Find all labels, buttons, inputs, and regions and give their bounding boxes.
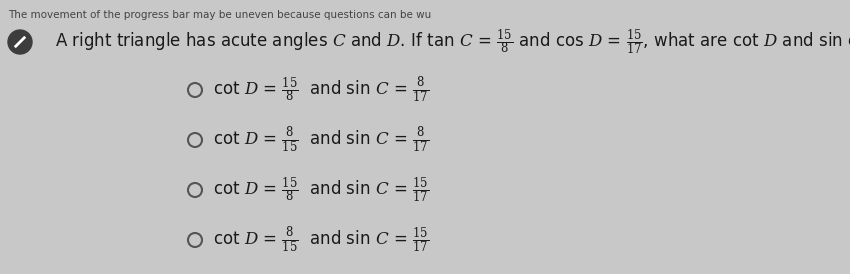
Text: The movement of the progress bar may be uneven because questions can be wu: The movement of the progress bar may be … (8, 10, 431, 20)
Text: cot $D$ = $\frac{8}{15}$  and sin $C$ = $\frac{8}{17}$: cot $D$ = $\frac{8}{15}$ and sin $C$ = $… (213, 125, 429, 155)
Circle shape (8, 30, 32, 54)
Text: A right triangle has acute angles $C$ and $D$. If tan $C$ = $\frac{15}{8}$ and c: A right triangle has acute angles $C$ an… (55, 27, 850, 57)
Text: cot $D$ = $\frac{8}{15}$  and sin $C$ = $\frac{15}{17}$: cot $D$ = $\frac{8}{15}$ and sin $C$ = $… (213, 226, 429, 255)
Text: cot $D$ = $\frac{15}{8}$  and sin $C$ = $\frac{15}{17}$: cot $D$ = $\frac{15}{8}$ and sin $C$ = $… (213, 175, 429, 205)
Text: cot $D$ = $\frac{15}{8}$  and sin $C$ = $\frac{8}{17}$: cot $D$ = $\frac{15}{8}$ and sin $C$ = $… (213, 75, 429, 105)
